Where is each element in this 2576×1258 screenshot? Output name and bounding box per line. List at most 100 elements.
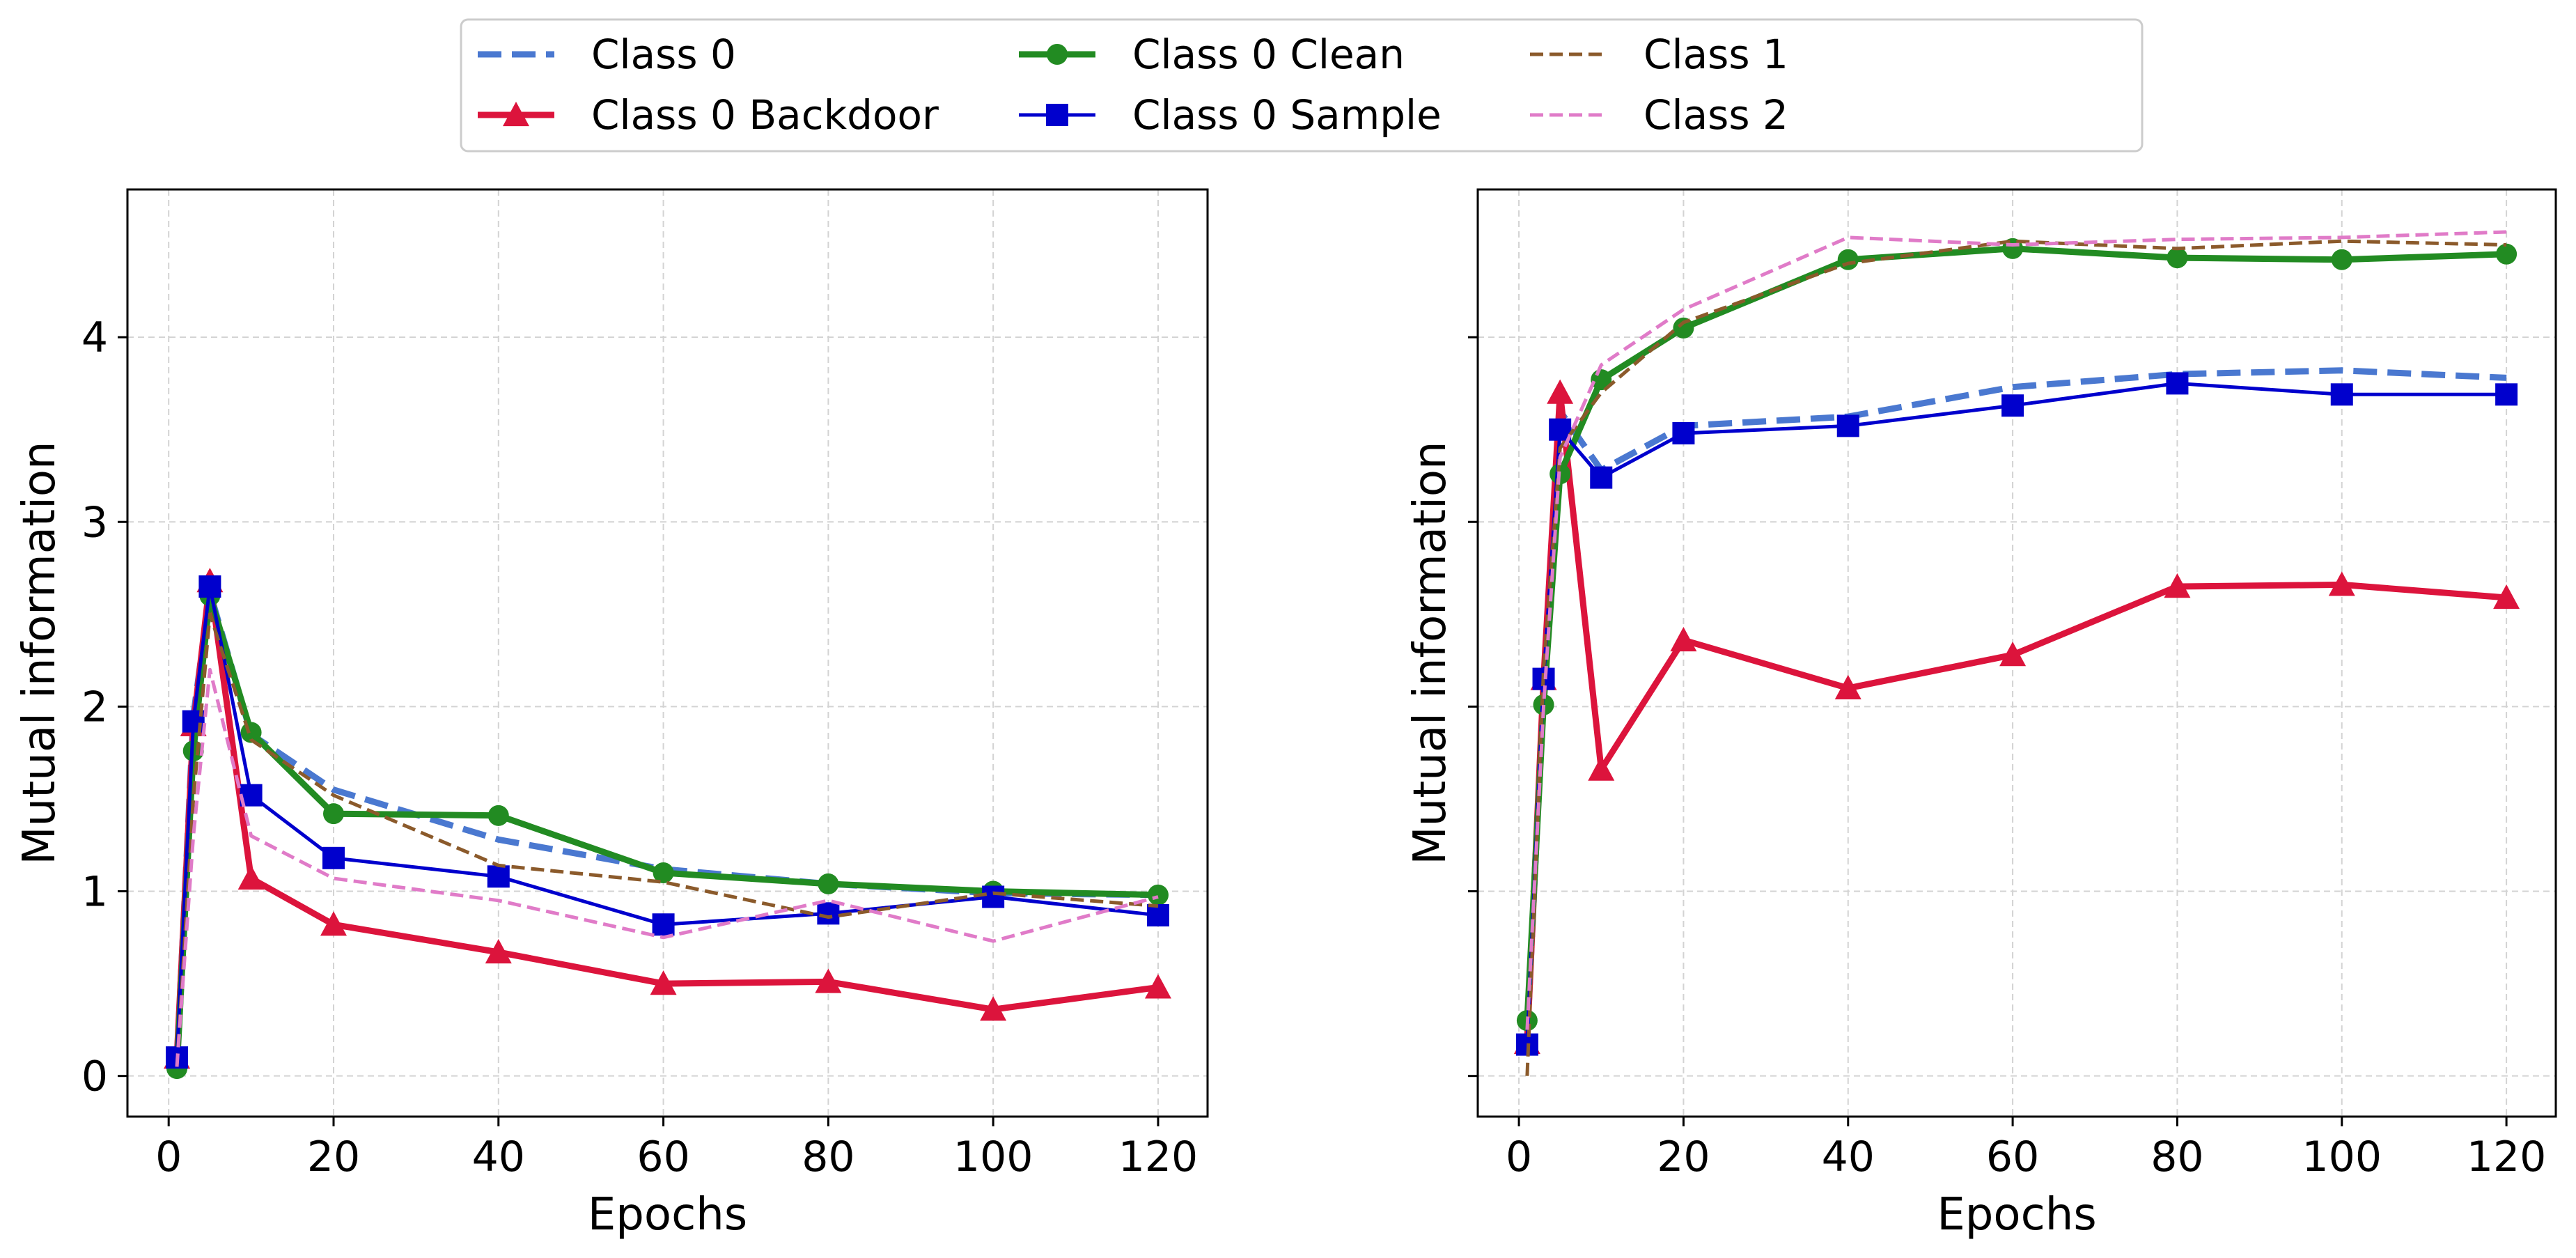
data-point-class-0-backdoor <box>2328 571 2355 596</box>
x-tick-label: 80 <box>2150 1133 2203 1181</box>
x-tick-label: 120 <box>1118 1133 1199 1181</box>
legend-label: Class 2 <box>1644 91 1788 139</box>
y-tick-label: 2 <box>81 683 108 731</box>
legend-entry-class-1: Class 1 <box>1530 31 1788 78</box>
series-line-class-2 <box>1525 230 2507 1030</box>
data-point-class-0-sample <box>1590 466 1613 489</box>
data-point-class-0-clean <box>1837 249 1859 270</box>
series-class-0-sample <box>166 575 1169 1069</box>
series-line-class-0-sample <box>175 584 1159 1058</box>
series-class-0-sample <box>1515 372 2518 1056</box>
series-line-class-2 <box>175 667 1159 1067</box>
x-tick-label: 60 <box>1986 1133 2039 1181</box>
y-tick-label: 1 <box>81 868 108 917</box>
x-tick-label: 40 <box>472 1133 525 1181</box>
series-group <box>1513 230 2520 1076</box>
data-point-class-0-sample <box>982 885 1005 908</box>
y-axis-label: Mutual information <box>14 441 65 864</box>
series-group <box>164 568 1171 1080</box>
left-panel: 0 20 40 60 80 100 120 0 1 2 3 4 Epochs Mutual informa… <box>14 188 1209 1241</box>
data-point-class-0-clean <box>487 805 509 826</box>
y-ticks: 0 1 2 3 4 <box>81 313 127 1101</box>
x-tick-label: 40 <box>1822 1133 1875 1181</box>
x-axis-label: Epochs <box>1937 1189 2096 1241</box>
x-tick-label: 60 <box>637 1133 689 1181</box>
data-point-class-0-clean <box>653 862 674 884</box>
x-ticks: 0 20 40 60 80 100 120 <box>1506 1117 2546 1181</box>
legend-box <box>460 18 2144 153</box>
data-point-class-0-clean <box>2496 243 2518 265</box>
y-tick-label: 3 <box>81 498 108 547</box>
right-panel: 0 20 40 60 80 100 120 Epochs Mutual information <box>1405 188 2557 1241</box>
data-point-class-0-backdoor <box>1144 974 1171 999</box>
legend-entry-class-0-backdoor: Class 0 Backdoor <box>478 91 939 139</box>
x-tick-label: 100 <box>2302 1133 2382 1181</box>
x-tick-label: 20 <box>1657 1133 1710 1181</box>
x-tick-label: 0 <box>155 1133 182 1181</box>
data-point-class-0-backdoor <box>815 968 842 993</box>
data-point-class-0-sample <box>198 575 221 598</box>
data-point-class-0-clean <box>2331 249 2352 270</box>
legend-label: Class 0 Backdoor <box>591 91 939 139</box>
axes-frame <box>1476 188 2557 1118</box>
data-point-class-0-sample <box>2001 394 2024 417</box>
series-class-0-clean <box>166 585 1169 1080</box>
data-point-class-0-clean <box>818 873 839 894</box>
series-class-2 <box>1525 230 2507 1030</box>
axes-frame <box>126 188 1209 1118</box>
y-axis-label: Mutual information <box>1405 441 1456 864</box>
data-point-class-0-backdoor <box>1834 674 1861 700</box>
data-point-class-0-sample <box>322 846 345 869</box>
x-tick-label: 100 <box>953 1133 1033 1181</box>
series-class-1 <box>175 612 1159 1067</box>
legend-marker <box>1047 44 1068 65</box>
data-point-class-0-backdoor <box>980 996 1007 1021</box>
legend-entry-class-0-clean: Class 0 Clean <box>1019 31 1405 78</box>
data-point-class-0-backdoor <box>1588 756 1615 781</box>
data-point-class-0-sample <box>652 913 675 936</box>
y-tick-label: 0 <box>81 1053 108 1101</box>
x-tick-label: 80 <box>802 1133 854 1181</box>
data-point-class-0-clean <box>1673 317 1694 339</box>
data-point-class-0-sample <box>487 865 510 888</box>
legend-label: Class 0 Sample <box>1132 91 1442 139</box>
data-point-class-0-sample <box>2166 372 2189 395</box>
data-point-class-0-sample <box>1672 421 1695 444</box>
series-line-class-1 <box>175 612 1159 1067</box>
x-ticks: 0 20 40 60 80 100 120 <box>155 1117 1198 1181</box>
data-point-class-0-backdoor <box>650 970 677 995</box>
series-line-class-0-clean <box>173 592 1159 1069</box>
grid <box>127 189 1208 1117</box>
legend-marker <box>503 102 529 127</box>
y-tick-label: 4 <box>81 313 108 362</box>
data-point-class-0-clean <box>322 803 344 825</box>
legend-label: Class 0 <box>591 31 736 78</box>
data-point-class-0-backdoor <box>2164 573 2191 598</box>
legend-label: Class 0 Clean <box>1132 31 1405 78</box>
data-point-class-0-sample <box>2495 383 2518 406</box>
data-point-class-0-backdoor <box>237 864 265 890</box>
data-point-class-0-backdoor <box>485 939 512 964</box>
legend: Class 0 Class 0 Backdoor Class 0 Clean Clas… <box>460 18 2144 153</box>
legend-entry-class-2: Class 2 <box>1530 91 1788 139</box>
data-point-class-0-sample <box>1836 414 1859 437</box>
x-axis-label: Epochs <box>588 1189 747 1241</box>
legend-label: Class 1 <box>1644 31 1788 78</box>
data-point-class-0-sample <box>817 902 840 925</box>
legend-marker <box>1046 104 1068 126</box>
x-tick-label: 120 <box>2467 1133 2547 1181</box>
legend-entry-class-0-sample: Class 0 Sample <box>1019 91 1442 139</box>
legend-entry-class-0: Class 0 <box>478 31 736 78</box>
series-line-class-0-sample <box>1525 381 2507 1045</box>
data-point-class-0-sample <box>2330 383 2353 406</box>
x-tick-label: 20 <box>307 1133 360 1181</box>
data-point-class-0-backdoor <box>2493 584 2520 609</box>
y-ticks <box>1468 336 1478 1078</box>
data-point-class-0-backdoor <box>1670 626 1697 652</box>
data-point-class-0-backdoor <box>320 911 347 936</box>
data-point-class-0-clean <box>2167 247 2188 269</box>
x-tick-label: 0 <box>1506 1133 1532 1181</box>
data-point-class-0-sample <box>1146 903 1169 926</box>
